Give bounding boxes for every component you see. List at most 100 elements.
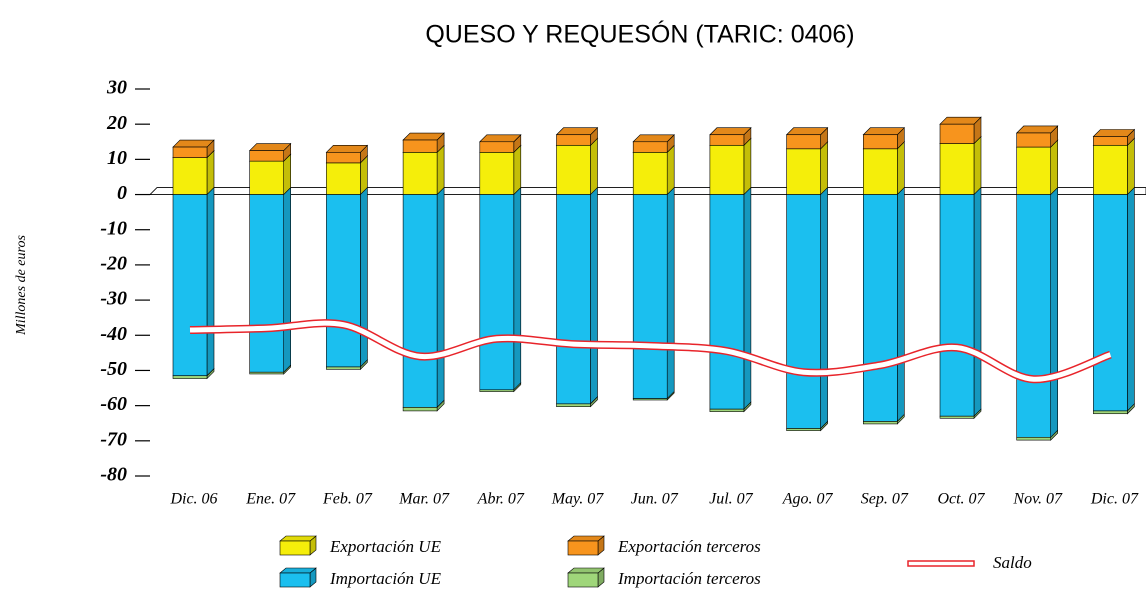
- y-tick-label: 20: [106, 112, 127, 134]
- bar-side: [1050, 139, 1058, 196]
- bar: [402, 152, 438, 195]
- bar-side: [590, 186, 598, 405]
- bar-side: [513, 144, 522, 196]
- y-tick-label: 0: [117, 182, 127, 204]
- bar-side: [206, 149, 215, 196]
- bar-side: [743, 186, 752, 410]
- bar: [632, 152, 668, 195]
- bar: [326, 152, 361, 164]
- x-tick-label: Dic. 07: [1090, 491, 1139, 508]
- legend-label: Importación terceros: [617, 569, 761, 588]
- bar-side: [973, 135, 982, 196]
- y-tick-label: -30: [100, 288, 127, 310]
- bar: [249, 371, 284, 375]
- bar: [249, 150, 284, 162]
- bar-side: [896, 141, 905, 196]
- bar: [479, 152, 515, 195]
- bar: [479, 389, 515, 392]
- bar: [709, 134, 745, 146]
- x-tick-label: Jul. 07: [709, 491, 754, 508]
- bar: [556, 134, 591, 146]
- bar-side: [820, 141, 828, 196]
- y-tick-label: -70: [100, 428, 127, 450]
- x-tick-label: Feb. 07: [322, 491, 373, 508]
- bar: [786, 134, 821, 150]
- legend-top: [279, 567, 317, 574]
- legend-swatch: [567, 540, 599, 556]
- bar-top: [402, 132, 445, 141]
- legend-item: Importación terceros: [567, 567, 761, 588]
- legend-item: Exportación terceros: [567, 535, 761, 556]
- x-tick-label: Dic. 06: [169, 491, 217, 508]
- x-tick-label: Mar. 07: [398, 491, 450, 508]
- bar-side: [436, 186, 445, 409]
- legend-label: Exportación UE: [329, 537, 442, 556]
- bar-top: [632, 134, 675, 143]
- bar: [326, 162, 361, 195]
- bar: [939, 123, 975, 144]
- x-tick-label: Ago. 07: [782, 491, 834, 508]
- bar-top: [785, 127, 829, 136]
- y-tick-label: -10: [100, 217, 127, 239]
- legend-item: Importación UE: [279, 567, 442, 588]
- y-tick-label: -80: [100, 464, 127, 486]
- y-tick-label: -40: [100, 323, 127, 345]
- x-tick-label: Oct. 07: [937, 491, 985, 508]
- bar: [632, 398, 668, 401]
- bar: [786, 194, 821, 429]
- bar: [1016, 194, 1052, 438]
- legend-label: Exportación terceros: [617, 537, 761, 556]
- bar-top: [248, 143, 292, 151]
- bar: [402, 194, 438, 408]
- bar: [1093, 410, 1128, 415]
- bar-top: [709, 127, 752, 136]
- x-tick-label: Sep. 07: [861, 491, 909, 508]
- bar: [1093, 144, 1128, 195]
- bar-side: [1127, 186, 1135, 412]
- bar: [939, 415, 975, 419]
- bar: [249, 160, 284, 195]
- bar-top: [1092, 129, 1136, 137]
- bar: [709, 144, 745, 195]
- legend-item: Saldo: [907, 553, 1032, 572]
- bar: [939, 194, 975, 417]
- bar-side: [436, 144, 445, 196]
- bar-side: [820, 186, 828, 430]
- bar: [862, 148, 898, 195]
- bar: [556, 194, 591, 405]
- legend-swatch: [279, 540, 311, 556]
- bar-side: [1127, 137, 1135, 196]
- legend-label: Saldo: [993, 553, 1032, 572]
- y-tick-label: -20: [100, 253, 127, 275]
- bar-side: [283, 186, 292, 373]
- bar-side: [896, 186, 905, 423]
- x-tick-label: May. 07: [551, 491, 605, 508]
- bar: [709, 194, 745, 410]
- legend-item: Exportación UE: [279, 535, 442, 556]
- bar-top: [862, 127, 906, 136]
- legend-swatch: [907, 560, 975, 567]
- y-tick-label: -60: [100, 393, 127, 415]
- bar: [1093, 194, 1128, 412]
- bar-side: [590, 137, 598, 196]
- bar: [862, 421, 898, 425]
- bar-side: [206, 186, 215, 377]
- bar-top: [1015, 125, 1059, 134]
- y-axis-label: Millones de euros: [14, 235, 29, 336]
- bar: [632, 141, 668, 153]
- bar: [786, 428, 821, 431]
- chart-title: QUESO Y REQUESÓN (TARIC: 0406): [425, 20, 854, 49]
- bar: [786, 148, 821, 195]
- bar: [556, 403, 591, 407]
- bar: [172, 146, 208, 158]
- bar: [326, 194, 361, 368]
- bar: [1016, 436, 1052, 441]
- bar-side: [743, 137, 752, 196]
- bar-top: [939, 116, 982, 125]
- bar-side: [1050, 186, 1058, 439]
- bar: [479, 194, 515, 391]
- y-tick-label: 30: [106, 77, 127, 99]
- bar-side: [973, 186, 982, 417]
- y-tick-label: -50: [100, 358, 127, 380]
- bar: [479, 141, 515, 153]
